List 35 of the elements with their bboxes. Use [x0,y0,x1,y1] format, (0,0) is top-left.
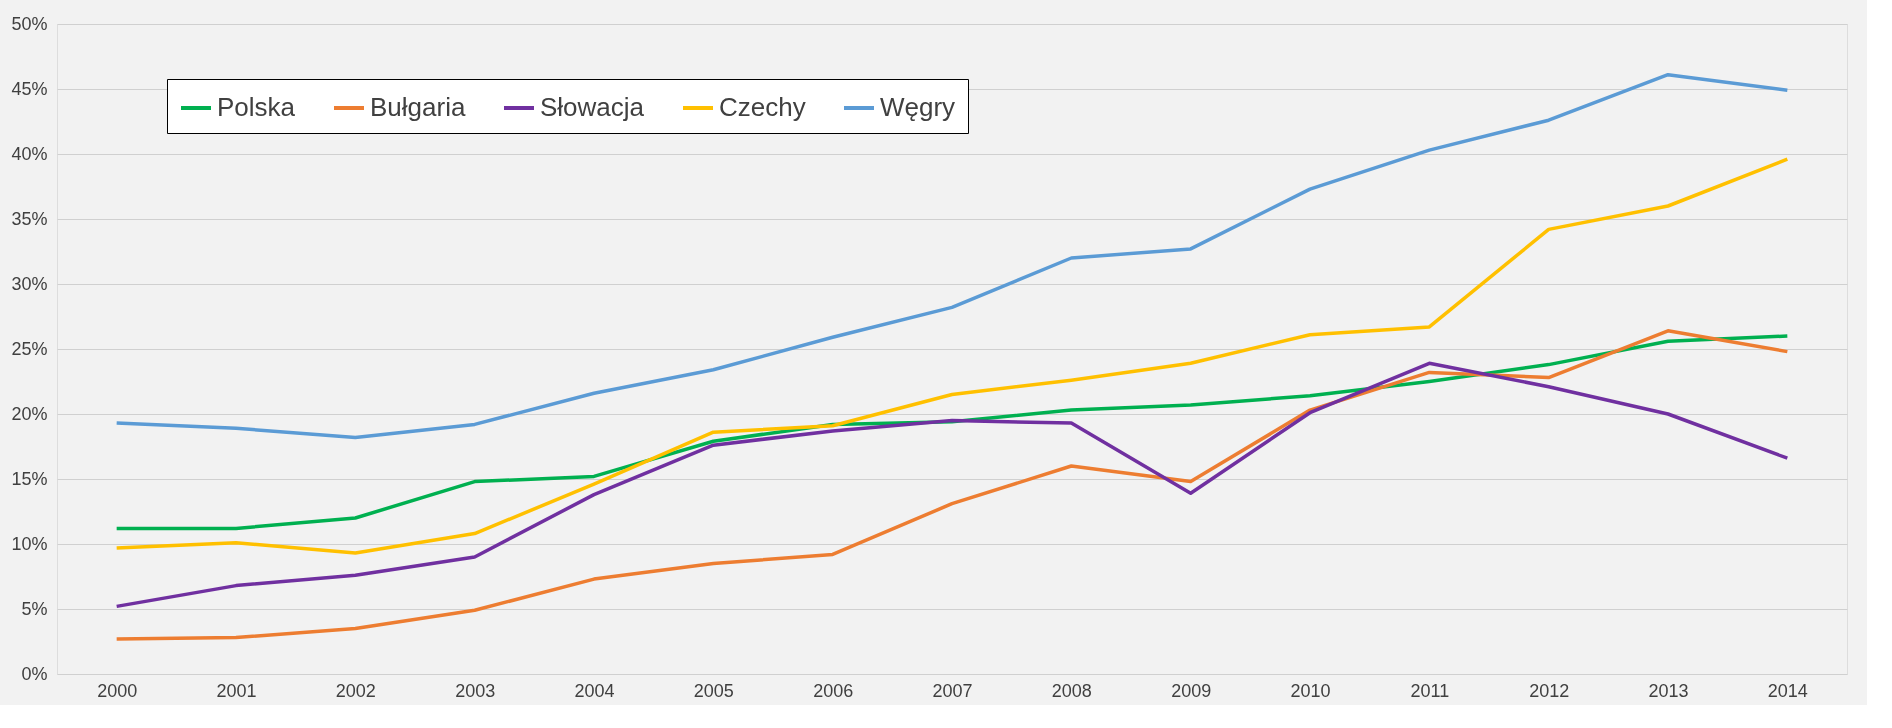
x-tick-label: 2013 [1648,680,1689,701]
x-tick-label: 2007 [932,680,973,701]
y-tick-label: 20% [11,403,48,424]
x-tick-label: 2012 [1529,680,1570,701]
x-tick-label: 2008 [1051,680,1092,701]
legend-label: Węgry [880,92,956,122]
y-tick-label: 40% [11,143,48,164]
y-tick-label: 25% [11,338,48,359]
y-tick-label: 45% [11,78,48,99]
y-tick-label: 15% [11,468,48,489]
x-tick-label: 2004 [574,680,615,701]
y-tick-label: 5% [21,598,48,619]
x-tick-label: 2006 [813,680,854,701]
line-series [114,72,1790,440]
legend-label: Słowacja [540,92,645,122]
y-tick-label: 30% [11,273,48,294]
x-tick-label: 2005 [693,680,734,701]
line-series [114,329,1790,641]
x-tick-label: 2009 [1171,680,1212,701]
y-tick-label: 10% [11,533,48,554]
x-tick-label: 2000 [97,680,138,701]
legend-label: Bułgaria [370,92,466,122]
x-tick-label: 2014 [1767,680,1808,701]
legend-label: Polska [217,92,296,122]
line-series [114,157,1790,555]
x-tick-label: 2003 [455,680,496,701]
x-tick-label: 2010 [1290,680,1331,701]
x-tick-label: 2011 [1410,680,1450,701]
legend-label: Czechy [719,92,806,122]
x-tick-label: 2002 [335,680,376,701]
y-tick-label: 50% [11,13,48,34]
line-series [114,361,1790,609]
x-tick-label: 2001 [216,680,257,701]
y-tick-label: 0% [21,663,48,684]
y-tick-label: 35% [11,208,48,229]
